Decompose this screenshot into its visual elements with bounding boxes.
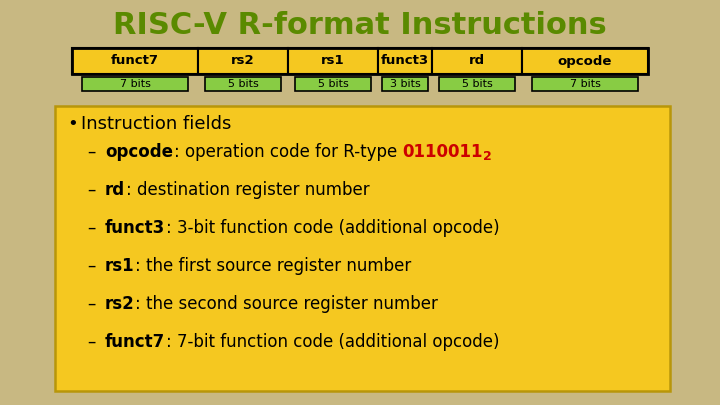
Text: opcode: opcode <box>105 143 173 161</box>
Text: : 7-bit function code (additional opcode): : 7-bit function code (additional opcode… <box>166 333 499 351</box>
Bar <box>382 77 428 91</box>
Bar <box>72 48 648 74</box>
Bar <box>198 48 288 74</box>
Text: 5 bits: 5 bits <box>228 79 258 89</box>
Text: –: – <box>87 143 95 161</box>
Text: 7 bits: 7 bits <box>570 79 600 89</box>
Text: : operation code for R-type: : operation code for R-type <box>174 143 402 161</box>
Text: –: – <box>87 257 95 275</box>
Text: •: • <box>67 115 78 133</box>
Text: 5 bits: 5 bits <box>318 79 348 89</box>
Text: rd: rd <box>105 181 125 199</box>
Text: 3 bits: 3 bits <box>390 79 420 89</box>
Text: –: – <box>87 333 95 351</box>
Text: Instruction fields: Instruction fields <box>81 115 231 133</box>
Text: : 3-bit function code (additional opcode): : 3-bit function code (additional opcode… <box>166 219 500 237</box>
Bar <box>432 48 522 74</box>
Bar <box>439 77 515 91</box>
Text: –: – <box>87 219 95 237</box>
Text: 0110011: 0110011 <box>402 143 482 161</box>
Bar <box>205 77 281 91</box>
Text: funct3: funct3 <box>381 55 429 68</box>
Text: funct3: funct3 <box>105 219 166 237</box>
Text: 2: 2 <box>482 149 491 162</box>
Bar <box>522 48 648 74</box>
Text: opcode: opcode <box>558 55 612 68</box>
Bar <box>55 106 670 391</box>
Text: 7 bits: 7 bits <box>120 79 150 89</box>
Text: rd: rd <box>469 55 485 68</box>
Text: rs1: rs1 <box>105 257 135 275</box>
Text: : destination register number: : destination register number <box>125 181 369 199</box>
Text: rs1: rs1 <box>321 55 345 68</box>
Text: funct7: funct7 <box>105 333 166 351</box>
Text: : the second source register number: : the second source register number <box>135 295 438 313</box>
Text: RISC-V R-format Instructions: RISC-V R-format Instructions <box>113 11 607 40</box>
Bar <box>288 48 378 74</box>
Bar <box>72 48 198 74</box>
Text: –: – <box>87 181 95 199</box>
Text: : the first source register number: : the first source register number <box>135 257 411 275</box>
Bar <box>295 77 371 91</box>
Text: funct7: funct7 <box>111 55 159 68</box>
Bar <box>82 77 188 91</box>
Text: rs2: rs2 <box>231 55 255 68</box>
Text: rs2: rs2 <box>105 295 135 313</box>
Bar <box>378 48 432 74</box>
Text: –: – <box>87 295 95 313</box>
Bar <box>532 77 638 91</box>
Text: 5 bits: 5 bits <box>462 79 492 89</box>
